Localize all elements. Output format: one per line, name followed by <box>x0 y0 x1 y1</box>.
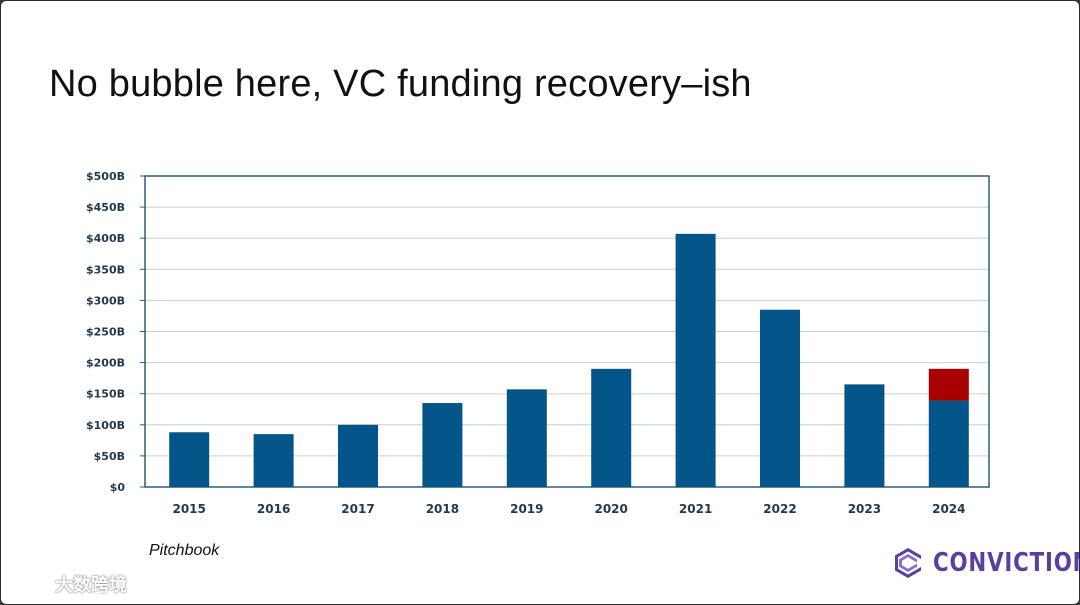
y-tick-label: $300B <box>86 294 125 307</box>
x-tick-label-2018: 2018 <box>426 502 459 516</box>
y-tick-label: $100B <box>86 419 125 432</box>
watermark-logo-icon <box>11 575 49 594</box>
watermark-text: 大数跨境 <box>55 575 127 596</box>
y-tick-label: $350B <box>86 263 125 276</box>
y-tick-label: $200B <box>86 357 125 370</box>
conviction-logo-icon <box>895 548 921 578</box>
bar-2016 <box>253 434 294 487</box>
bar-2021 <box>675 233 716 487</box>
y-tick-label: $500B <box>86 170 125 183</box>
y-tick-label: $400B <box>86 232 125 245</box>
conviction-logo-text: CONVICTION <box>933 548 1080 578</box>
slide-title: No bubble here, VC funding recovery–ish <box>49 63 752 105</box>
x-tick-label-2020: 2020 <box>594 502 627 516</box>
conviction-logo: CONVICTION <box>893 547 1080 579</box>
bar-2015 <box>169 432 210 487</box>
y-tick-label: $0 <box>110 481 126 494</box>
x-tick-label-2015: 2015 <box>172 502 205 516</box>
x-tick-label-2024: 2024 <box>932 502 965 516</box>
bar-2022 <box>760 309 800 487</box>
bar-2018 <box>422 403 463 487</box>
bar-2019 <box>506 389 547 487</box>
bar-2023 <box>844 384 885 487</box>
x-tick-label-2023: 2023 <box>848 502 881 516</box>
x-tick-label-2017: 2017 <box>341 502 374 516</box>
bar-2020 <box>591 368 632 487</box>
y-tick-label: $250B <box>86 326 125 339</box>
bar-2024-highlight <box>928 368 969 401</box>
y-tick-label: $150B <box>86 388 125 401</box>
watermark: 大数跨境 <box>9 571 127 597</box>
x-tick-label-2016: 2016 <box>257 502 290 516</box>
source-label: Pitchbook <box>149 542 220 559</box>
plot-frame <box>144 175 990 488</box>
x-tick-label-2022: 2022 <box>763 502 796 516</box>
x-tick-label-2021: 2021 <box>679 502 712 516</box>
bar-2024 <box>928 400 969 487</box>
y-tick-label: $50B <box>94 450 125 463</box>
x-tick-label-2019: 2019 <box>510 502 543 516</box>
bar-2017 <box>338 424 378 487</box>
y-tick-label: $450B <box>86 201 125 214</box>
